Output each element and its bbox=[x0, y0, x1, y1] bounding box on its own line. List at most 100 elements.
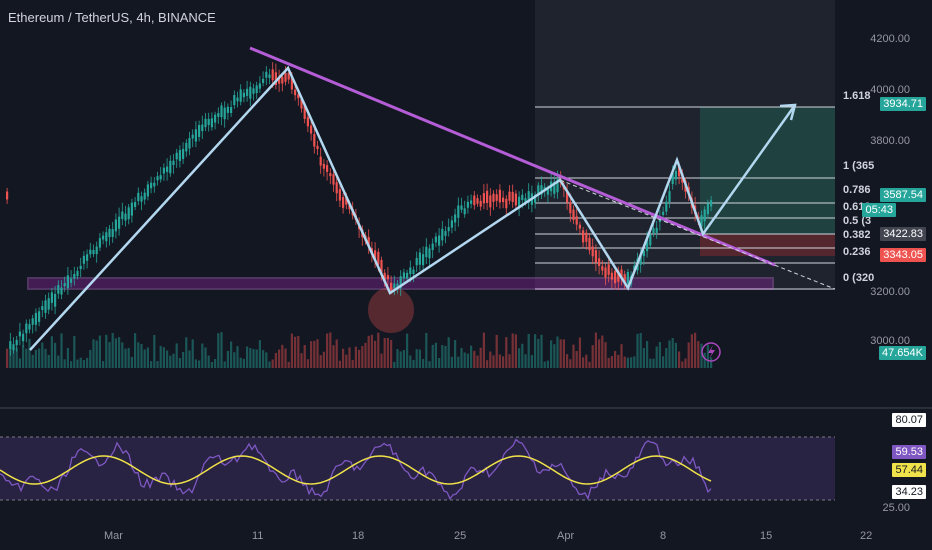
volume-bar bbox=[153, 334, 156, 368]
volume-bar bbox=[54, 342, 57, 368]
volume-bar bbox=[639, 332, 642, 368]
volume-bar bbox=[118, 337, 121, 368]
fib-label: 0.786 bbox=[843, 184, 871, 196]
volume-bar bbox=[607, 357, 610, 368]
volume-bar bbox=[143, 349, 146, 368]
volume-bar bbox=[684, 358, 687, 368]
volume-bar bbox=[306, 359, 309, 368]
volume-bar bbox=[377, 332, 380, 368]
volume-bar bbox=[15, 347, 18, 368]
volume-bar bbox=[194, 359, 197, 368]
volume-bar bbox=[604, 342, 607, 368]
volume-bar bbox=[610, 356, 613, 368]
volume-bar bbox=[582, 357, 585, 368]
volume-bar bbox=[361, 346, 364, 368]
volume-bar bbox=[655, 346, 658, 368]
volume-bar bbox=[434, 342, 437, 368]
volume-bar bbox=[31, 354, 34, 368]
volume-bar bbox=[562, 339, 565, 368]
fib-label: 0.5 (3 bbox=[843, 215, 872, 227]
volume-bar bbox=[438, 357, 441, 368]
current-price-badge: 3587.54 bbox=[880, 188, 926, 202]
volume-bar bbox=[374, 340, 377, 368]
volume-bar bbox=[18, 358, 21, 368]
volume-bar bbox=[175, 343, 178, 368]
target-price-badge: 3934.71 bbox=[880, 97, 926, 111]
volume-bar bbox=[418, 349, 421, 368]
volume-bar bbox=[662, 356, 665, 368]
volume-bar bbox=[114, 338, 117, 368]
volume-bar bbox=[454, 339, 457, 368]
volume-bar bbox=[466, 353, 469, 368]
volume-bar bbox=[498, 354, 501, 368]
volume-bar bbox=[242, 358, 245, 368]
volume-bar bbox=[182, 351, 185, 368]
volume-bar bbox=[300, 353, 303, 368]
time-tick: 18 bbox=[352, 530, 365, 542]
volume-bar bbox=[412, 359, 415, 368]
volume-bar bbox=[569, 359, 572, 368]
volume-bar bbox=[89, 349, 92, 368]
descending-trendline bbox=[249, 46, 776, 267]
volume-bar bbox=[358, 349, 361, 368]
volume-bar bbox=[399, 351, 402, 368]
volume-bar bbox=[422, 359, 425, 368]
lightning-icon[interactable] bbox=[701, 342, 721, 362]
volume-bar bbox=[223, 361, 226, 368]
volume-bar bbox=[258, 340, 261, 368]
trendline-extension bbox=[559, 179, 836, 290]
volume-bars bbox=[6, 332, 713, 368]
volume-bar bbox=[476, 355, 479, 368]
volume-bar bbox=[188, 350, 191, 368]
volume-bar bbox=[130, 356, 133, 368]
volume-bar bbox=[86, 357, 89, 368]
volume-bar bbox=[553, 344, 556, 368]
volume-bar bbox=[290, 333, 293, 368]
volume-bar bbox=[489, 351, 492, 368]
volume-bar bbox=[82, 360, 85, 368]
volume-bar bbox=[25, 348, 28, 368]
volume-bar bbox=[626, 357, 629, 368]
volume-bar bbox=[668, 340, 671, 368]
volume-bar bbox=[226, 350, 229, 368]
volume-bar bbox=[294, 336, 297, 368]
volume-bar bbox=[28, 338, 31, 368]
volume-bar bbox=[665, 347, 668, 368]
volume-bar bbox=[162, 347, 165, 368]
volume-bar bbox=[671, 338, 674, 368]
volume-bar bbox=[652, 358, 655, 368]
volume-bar bbox=[38, 348, 41, 368]
volume-bar bbox=[402, 350, 405, 368]
volume-bar bbox=[191, 339, 194, 368]
volume-bar bbox=[297, 335, 300, 368]
volume-bar bbox=[511, 333, 514, 368]
volume-bar bbox=[111, 332, 114, 368]
price-tick: 4200.00 bbox=[870, 33, 910, 45]
time-tick: Apr bbox=[557, 530, 575, 542]
volume-bar bbox=[646, 341, 649, 368]
volume-bar bbox=[636, 333, 639, 368]
rsi-lower-label: 34.23 bbox=[892, 485, 926, 499]
volume-bar bbox=[335, 339, 338, 368]
volume-bar bbox=[694, 332, 697, 368]
volume-bar bbox=[303, 345, 306, 368]
volume-bar bbox=[166, 350, 169, 368]
volume-bar bbox=[249, 348, 252, 368]
rsi-value-label: 59.53 bbox=[892, 445, 926, 459]
volume-bar bbox=[178, 358, 181, 368]
volume-bar bbox=[172, 353, 175, 368]
time-tick: Mar bbox=[104, 530, 123, 542]
symbol-title[interactable]: Ethereum / TetherUS, 4h, BINANCE bbox=[8, 10, 216, 25]
volume-bar bbox=[98, 335, 101, 368]
volume-bar bbox=[201, 343, 204, 368]
volume-bar bbox=[534, 334, 537, 368]
volume-bar bbox=[463, 352, 466, 368]
projection-arrow-head bbox=[779, 103, 797, 121]
volume-bar bbox=[393, 361, 396, 368]
volume-bar bbox=[601, 335, 604, 368]
rsi-upper-label: 80.07 bbox=[892, 413, 926, 427]
volume-bar bbox=[9, 349, 12, 368]
volume-badge: 47.654K bbox=[879, 346, 926, 360]
